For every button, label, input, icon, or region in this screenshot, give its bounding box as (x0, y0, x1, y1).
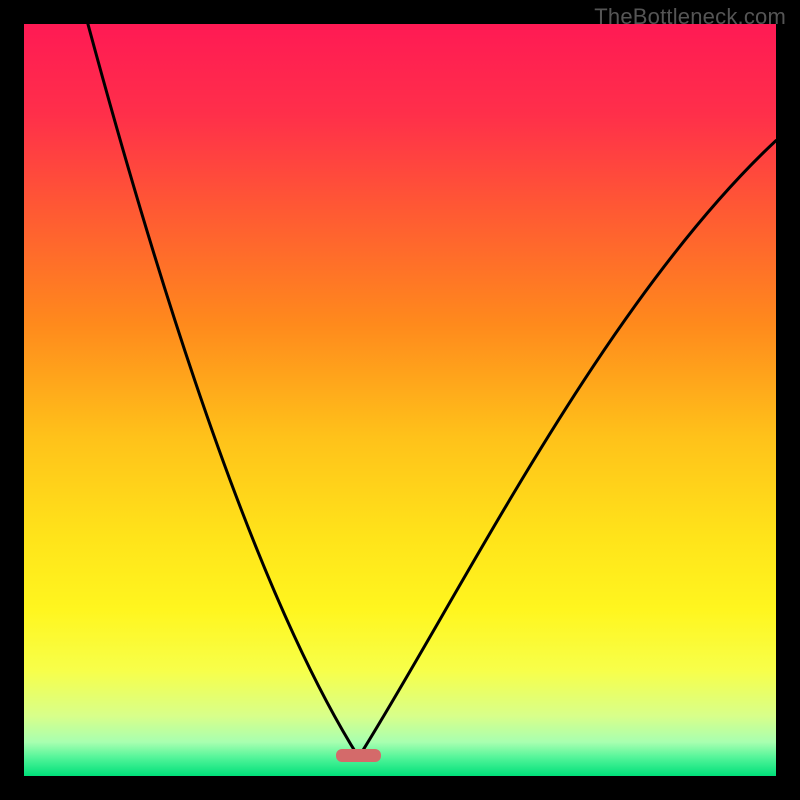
watermark-text: TheBottleneck.com (594, 4, 786, 30)
plot-area (24, 24, 776, 776)
vertex-marker (336, 749, 381, 763)
chart-outer: TheBottleneck.com (0, 0, 800, 800)
gradient-background (24, 24, 776, 776)
